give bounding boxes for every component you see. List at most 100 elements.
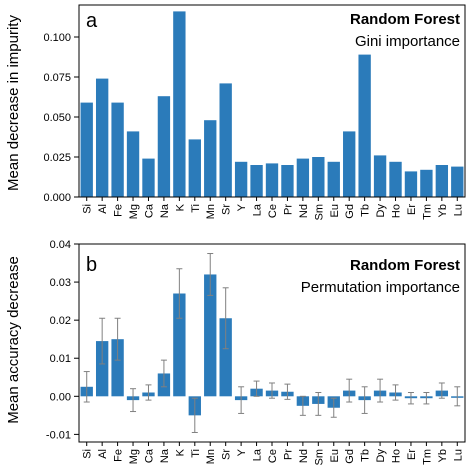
panel-a-bar xyxy=(281,165,294,197)
panel-a-xtick-label: Fe xyxy=(113,204,125,217)
panel-a-xtick-label: Tm xyxy=(421,204,433,220)
panel-a-bar xyxy=(312,157,325,197)
panel-b-ytick-label: -0.01 xyxy=(46,429,71,441)
panel-a-xtick-label: K xyxy=(174,203,186,211)
panel-b-xtick-label: Tm xyxy=(421,449,433,465)
panel-b-xtick-label: Ho xyxy=(391,449,403,463)
panel-a-bar xyxy=(111,102,124,197)
panel-a-bar xyxy=(451,166,464,197)
panel-a-xtick-label: Mn xyxy=(205,204,217,219)
panel-a-bar xyxy=(327,161,340,197)
panel-a-bar xyxy=(373,155,387,197)
panel-a-xtick-label: Sr xyxy=(221,204,233,215)
panel-b-bar xyxy=(111,339,124,397)
panel-a-xtick-label: Ce xyxy=(267,204,279,218)
panel-a-bar xyxy=(95,78,109,197)
panel-a-xtick-label: Ti xyxy=(190,204,202,213)
panel-b-bar xyxy=(95,341,109,397)
panel-b-xtick-label: Ca xyxy=(143,448,155,463)
panel-a-ytick-label: 0.050 xyxy=(43,112,71,124)
panel-b: Mean accuracy decrease -0.01 0.00 0.01 0.02… xyxy=(5,239,466,466)
panel-a-bar xyxy=(219,83,232,197)
panel-a-xtick-label: Eu xyxy=(329,204,341,217)
panel-b-xtick-label: Ti xyxy=(190,449,202,458)
panel-b-xtick-label: Mn xyxy=(205,449,217,464)
panel-a-bar xyxy=(250,165,263,197)
panel-b-ytick-label: 0.00 xyxy=(50,391,71,403)
panel-a-bar xyxy=(80,102,93,197)
panel-a-letter: a xyxy=(86,10,98,32)
panel-b-ytick-label: 0.04 xyxy=(50,239,71,251)
panel-b-bar xyxy=(173,293,186,397)
panel-a-bar xyxy=(173,11,186,198)
panel-a-xtick-label: Mg xyxy=(128,204,140,219)
panel-a-bar xyxy=(435,165,449,197)
panel-a-frame xyxy=(78,4,466,198)
panel-b-xtick-label: Eu xyxy=(329,449,341,462)
panel-a-xtick-label: Lu xyxy=(452,204,464,216)
panel-a-xtick-label: Sm xyxy=(313,204,325,221)
panel-b-frame xyxy=(78,243,466,443)
panel-a-title: Random Forest xyxy=(350,11,460,28)
panel-b-xtick-label: K xyxy=(174,448,186,456)
panel-b-ylabel: Mean accuracy decrease xyxy=(5,256,22,424)
panel-a-bar xyxy=(126,131,140,197)
panel-a-bar xyxy=(296,158,310,197)
panel-a-ytick-label: 0.100 xyxy=(43,32,71,44)
panel-b-xtick-label: Ce xyxy=(267,449,279,463)
panel-b-xtick-label: Na xyxy=(159,448,171,463)
panel-a-bar xyxy=(358,54,371,197)
panel-a-ytick-label: 0.025 xyxy=(43,152,71,164)
panel-b-xtick-label: Dy xyxy=(375,449,387,463)
panel-b-xtick-label: Sm xyxy=(313,449,325,466)
panel-b-ytick-label: 0.03 xyxy=(50,277,71,289)
panel-a-bar xyxy=(234,161,248,197)
panel-a-xtick-label: Nd xyxy=(298,204,310,218)
panel-a-xtick-label: Na xyxy=(159,203,171,218)
panel-b-xtick-label: La xyxy=(252,448,264,461)
panel-b-xtick-label: Gd xyxy=(344,449,356,464)
panel-a-bar xyxy=(204,120,217,197)
panel-a-xtick-label: Ca xyxy=(143,203,155,218)
panel-b-bar xyxy=(219,318,232,397)
panel-b-xtick-label: Mg xyxy=(128,449,140,464)
panel-a-bar xyxy=(188,139,201,197)
panel-a-bar xyxy=(389,161,402,197)
panel-a-xtick-label: Gd xyxy=(344,204,356,219)
panel-b-xtick-label: Lu xyxy=(452,449,464,461)
panel-b-subtitle: Permutation importance xyxy=(301,279,460,296)
panel-b-xtick-label: Tb xyxy=(360,449,372,462)
panel-b-bar xyxy=(204,274,217,397)
panel-b-xtick-label: Al xyxy=(97,449,109,459)
panel-b-xtick-label: Sr xyxy=(221,449,233,460)
panel-a-ytick-label: 0.000 xyxy=(43,192,71,204)
panel-b-ytick-label: 0.01 xyxy=(50,353,71,365)
panel-b-xtick-label: Si xyxy=(82,449,94,459)
panel-b-title: Random Forest xyxy=(350,257,460,274)
panel-b-ytick-label: 0.02 xyxy=(50,315,71,327)
panel-a-xtick-label: Tb xyxy=(360,204,372,217)
panel-a-xtick-label: Yb xyxy=(437,204,449,217)
panel-a-xtick-label: Al xyxy=(97,204,109,214)
panel-a: Mean decrease in impurity 0.000 0.025 0.05… xyxy=(5,4,466,221)
panel-a-subtitle: Gini importance xyxy=(355,33,460,50)
panel-a-xtick-label: La xyxy=(252,203,264,216)
panel-a-bar xyxy=(343,131,356,197)
panel-a-bar xyxy=(265,163,279,197)
panel-a-ytick-label: 0.075 xyxy=(43,72,71,84)
panel-a-bar xyxy=(142,158,155,197)
panel-b-xtick-label: Yb xyxy=(437,449,449,462)
panel-a-xtick-label: Y xyxy=(236,203,248,211)
panel-b-xtick-label: Nd xyxy=(298,449,310,463)
panel-b-xtick-label: Fe xyxy=(113,449,125,462)
panel-b-xtick-label: Y xyxy=(236,448,248,456)
panel-a-xtick-label: Dy xyxy=(375,204,387,218)
panel-a-bar xyxy=(404,171,418,197)
panel-a-bar xyxy=(157,96,171,197)
panel-a-xtick-label: Si xyxy=(82,204,94,214)
panel-b-xtick-label: Er xyxy=(406,449,418,460)
panel-a-xtick-label: Er xyxy=(406,204,418,215)
panel-b-letter: b xyxy=(86,254,97,276)
panel-a-xtick-label: Pr xyxy=(282,204,294,215)
